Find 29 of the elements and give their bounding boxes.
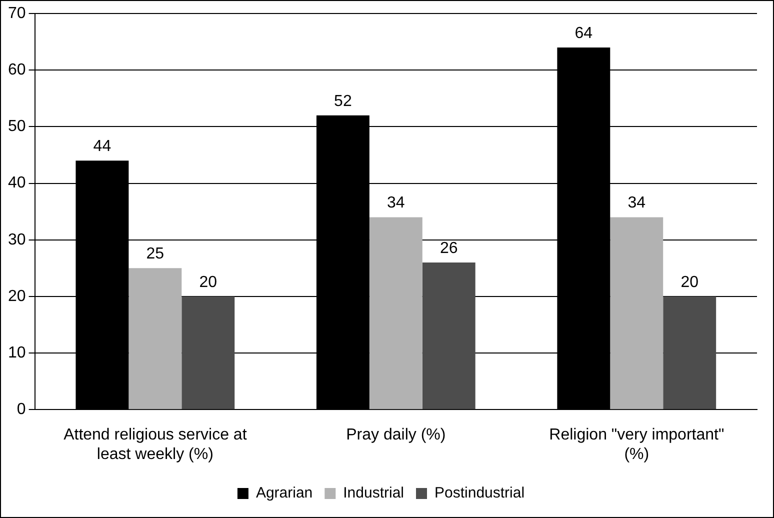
x-tick-label: Attend religious service at least weekly (%): [64, 426, 248, 463]
y-tick-label: 0: [16, 401, 26, 418]
y-tick-label: 40: [8, 174, 26, 192]
legend-label: Postindustrial: [434, 484, 525, 502]
legend-label: Agrarian: [256, 484, 313, 502]
bar: [422, 262, 476, 410]
data-label: 20: [680, 274, 699, 291]
data-label: 64: [574, 24, 593, 42]
data-label: 34: [628, 194, 646, 212]
y-tick-label: 10: [8, 344, 26, 362]
data-label: 34: [387, 194, 405, 212]
x-tick-label: Pray daily (%): [346, 426, 446, 444]
bar: [369, 217, 422, 410]
x-tick-label: Religion "very important" (%): [549, 426, 724, 463]
y-tick-label: 50: [8, 118, 26, 136]
y-tick-label: 30: [8, 231, 26, 248]
bar: [182, 296, 235, 410]
data-label: 52: [334, 92, 352, 110]
data-label: 25: [146, 246, 164, 263]
legend-label: Industrial: [343, 484, 404, 502]
y-tick-label: 60: [8, 62, 26, 79]
bar: [610, 217, 664, 410]
y-tick-label: 20: [8, 288, 26, 305]
bar: [663, 296, 716, 410]
y-tick-label: 70: [8, 5, 26, 22]
bar: [128, 268, 182, 410]
data-label: 44: [93, 138, 112, 156]
data-label: 20: [199, 274, 218, 291]
data-label: 26: [440, 240, 458, 257]
